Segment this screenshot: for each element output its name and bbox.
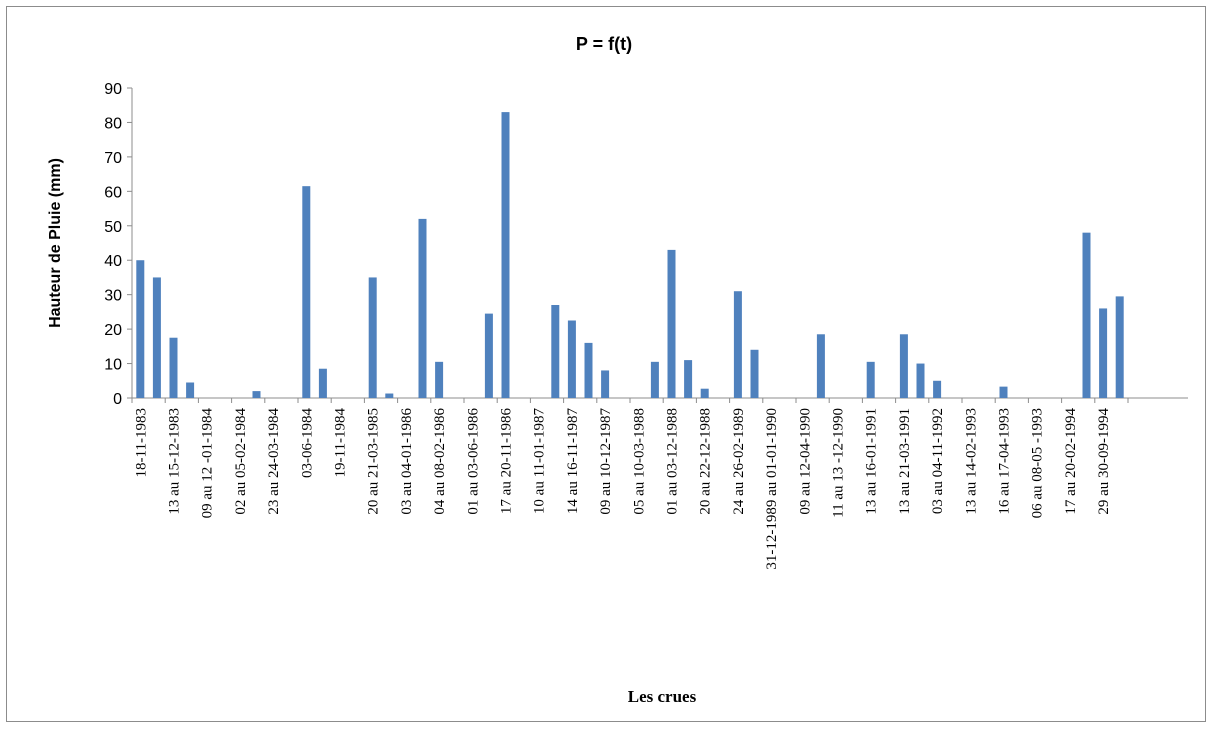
x-tick-label: 16 au 17-04-1993 [997, 408, 1013, 515]
x-tick-label: 09 au 12 -01-1984 [200, 408, 216, 519]
x-tick-label: 20 au 21-03-1985 [366, 408, 382, 515]
y-tick-label: 10 [104, 357, 122, 374]
bar [1082, 232, 1091, 398]
y-tick-label: 40 [104, 253, 122, 270]
bar [933, 380, 942, 398]
bar [501, 112, 510, 398]
bars [136, 112, 1124, 398]
x-tick-label: 14 au 16-11-1987 [565, 408, 581, 515]
y-tick-label: 90 [104, 81, 122, 98]
bar [650, 361, 659, 398]
x-axis: 18-11-1983 13 au 15-12-1983 09 au 12 -01-1… [131, 397, 1188, 570]
x-tick-label: 06 au 08-05 -1993 [1030, 408, 1046, 518]
x-tick-label: 29 au 30-09-1994 [1096, 408, 1112, 515]
x-tick-label: 31-12-1989 au 01-01-1990 [764, 408, 780, 570]
x-tick-label: 13 au 21-03-1991 [897, 408, 913, 515]
bar [252, 391, 261, 398]
bar [1115, 296, 1124, 398]
bar [435, 361, 444, 398]
bar [385, 393, 394, 398]
bar [1099, 308, 1108, 398]
bar [567, 320, 576, 398]
bar [186, 382, 195, 398]
bar [418, 218, 427, 398]
bar [667, 249, 676, 398]
x-tick-label: 13 au 15-12-1983 [167, 408, 183, 515]
x-tick-label: 01 au 03-12-1988 [665, 408, 681, 515]
bar [551, 305, 560, 398]
bar [916, 363, 925, 398]
x-tick-label: 20 au 22-12-1988 [698, 408, 714, 515]
x-tick-label: 17 au 20-02-1994 [1063, 408, 1079, 515]
x-tick-label: 03 au 04-11-1992 [930, 408, 946, 514]
chart-title: P = f(t) [576, 34, 632, 54]
y-axis-label: Hauteur de Pluie (mm) [47, 158, 64, 328]
x-tick-label: 02 au 05-02-1984 [233, 408, 249, 515]
bar [899, 334, 908, 398]
x-tick-label: 05 au 10-03-1988 [631, 408, 647, 515]
x-tick-label: 03-06-1984 [299, 408, 315, 478]
x-tick-label: 09 au 10-12-1987 [598, 408, 614, 515]
bar [866, 361, 875, 398]
x-tick-label: 17 au 20-11-1986 [499, 408, 515, 515]
y-axis: 0 10 20 30 40 50 60 70 80 90 [104, 81, 133, 408]
y-tick-label: 60 [104, 184, 122, 201]
bar [816, 334, 825, 398]
x-tick-label: 09 au 12-04-1990 [797, 408, 813, 515]
y-tick-label: 70 [104, 150, 122, 167]
bar [169, 337, 178, 398]
chart-frame [6, 6, 1206, 722]
x-tick-label: 19-11-1984 [333, 408, 349, 478]
x-tick-label: 11 au 13 -12-1990 [831, 408, 847, 518]
bar [684, 360, 693, 398]
bar [999, 386, 1008, 398]
y-tick-label: 80 [104, 115, 122, 132]
bar [368, 277, 377, 398]
y-tick-label: 0 [113, 391, 122, 408]
y-tick-label: 20 [104, 322, 122, 339]
x-axis-label: Les crues [628, 687, 697, 706]
x-tick-label: 13 au 14-02-1993 [963, 408, 979, 515]
x-tick-label: 01 au 03-06-1986 [465, 408, 481, 515]
bar [733, 291, 742, 398]
bar [484, 313, 493, 398]
bar [152, 277, 161, 398]
x-tick-label: 10 au 11-01-1987 [532, 408, 548, 515]
bar [750, 349, 759, 398]
bar [601, 370, 610, 398]
bar [302, 186, 311, 398]
bar [318, 368, 327, 398]
x-tick-label: 04 au 08-02-1986 [432, 408, 448, 515]
y-tick-label: 50 [104, 219, 122, 236]
x-tick-label: 18-11-1983 [133, 408, 149, 477]
y-tick-label: 30 [104, 288, 122, 305]
bar [136, 260, 145, 398]
x-tick-label: 03 au 04-01-1986 [399, 408, 415, 515]
x-tick-label: 13 au 16-01-1991 [864, 408, 880, 515]
bar [584, 342, 593, 398]
x-tick-label: 23 au 24-03-1984 [266, 408, 282, 515]
bar [700, 388, 709, 398]
x-tick-label: 24 au 26-02-1989 [731, 408, 747, 515]
